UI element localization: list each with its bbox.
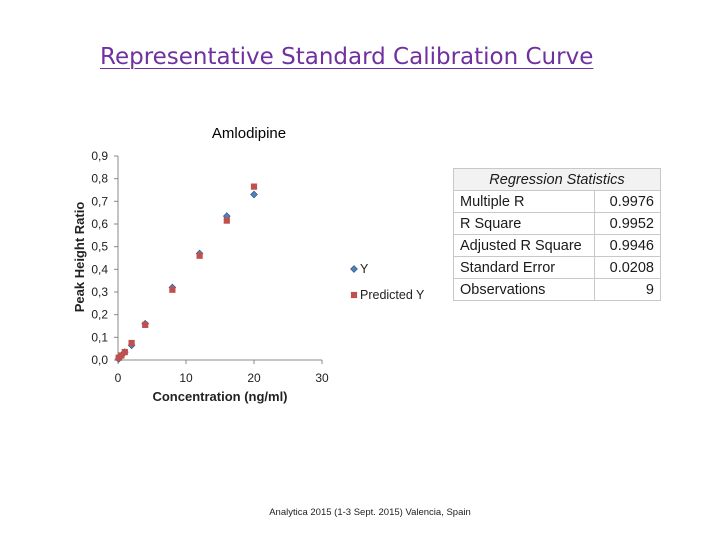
stat-value: 0.0208 <box>594 256 661 279</box>
y-axis-label: Peak Height Ratio <box>72 202 87 313</box>
y-tick-label: 0,8 <box>91 172 108 186</box>
y-tick-label: 0,1 <box>91 330 108 344</box>
x-tick-label: 20 <box>247 371 261 385</box>
stat-label: Multiple R <box>453 190 595 213</box>
regression-statistics-table: Regression Statistics Multiple R 0.9976 R… <box>453 168 661 301</box>
stat-label: R Square <box>453 212 595 235</box>
data-point-predicted-y <box>121 348 128 356</box>
table-row: Adjusted R Square 0.9946 <box>453 234 661 257</box>
y-tick-label: 0,2 <box>91 308 108 322</box>
data-point-predicted-y <box>169 286 176 293</box>
stat-value: 0.9952 <box>594 212 661 235</box>
data-point-y <box>250 190 258 199</box>
legend-marker-y <box>350 265 358 273</box>
table-row: Observations 9 <box>453 278 661 301</box>
table-row: R Square 0.9952 <box>453 212 661 235</box>
legend-label-y: Y <box>360 262 369 276</box>
data-point-predicted-y <box>118 352 125 359</box>
slide-title: Representative Standard Calibration Curv… <box>100 44 594 70</box>
data-point-predicted-y <box>142 321 149 328</box>
y-tick-label: 0,3 <box>91 285 108 299</box>
y-tick-label: 0,4 <box>91 262 108 276</box>
stat-label: Adjusted R Square <box>453 234 595 257</box>
data-point-predicted-y <box>196 252 203 259</box>
x-tick-label: 30 <box>315 371 329 385</box>
data-point-predicted-y <box>128 339 135 347</box>
data-point-predicted-y <box>250 183 258 190</box>
y-tick-label: 0,9 <box>91 149 108 163</box>
chart-title: Amlodipine <box>212 125 286 142</box>
stat-value: 9 <box>594 278 661 301</box>
y-tick-label: 0,6 <box>91 217 108 231</box>
x-tick-label: 0 <box>115 371 122 385</box>
regression-statistics-header: Regression Statistics <box>453 168 661 191</box>
table-row: Standard Error 0.0208 <box>453 256 661 279</box>
y-tick-label: 0,5 <box>91 240 108 254</box>
footer-citation: Analytica 2015 (1-3 Sept. 2015) Valencia… <box>269 507 471 518</box>
x-tick-label: 10 <box>179 371 193 385</box>
table-row: Multiple R 0.9976 <box>453 190 661 213</box>
stat-value: 0.9946 <box>594 234 661 257</box>
x-axis-label: Concentration (ng/ml) <box>152 389 287 404</box>
y-tick-label: 0,7 <box>91 194 108 208</box>
legend-marker-predicted-y <box>350 291 358 299</box>
data-point-predicted-y <box>223 217 230 224</box>
legend-label-predicted-y: Predicted Y <box>360 288 425 302</box>
stat-value: 0.9976 <box>594 190 661 213</box>
y-tick-label: 0,0 <box>91 353 108 367</box>
stat-label: Observations <box>453 278 595 301</box>
stat-label: Standard Error <box>453 256 595 279</box>
